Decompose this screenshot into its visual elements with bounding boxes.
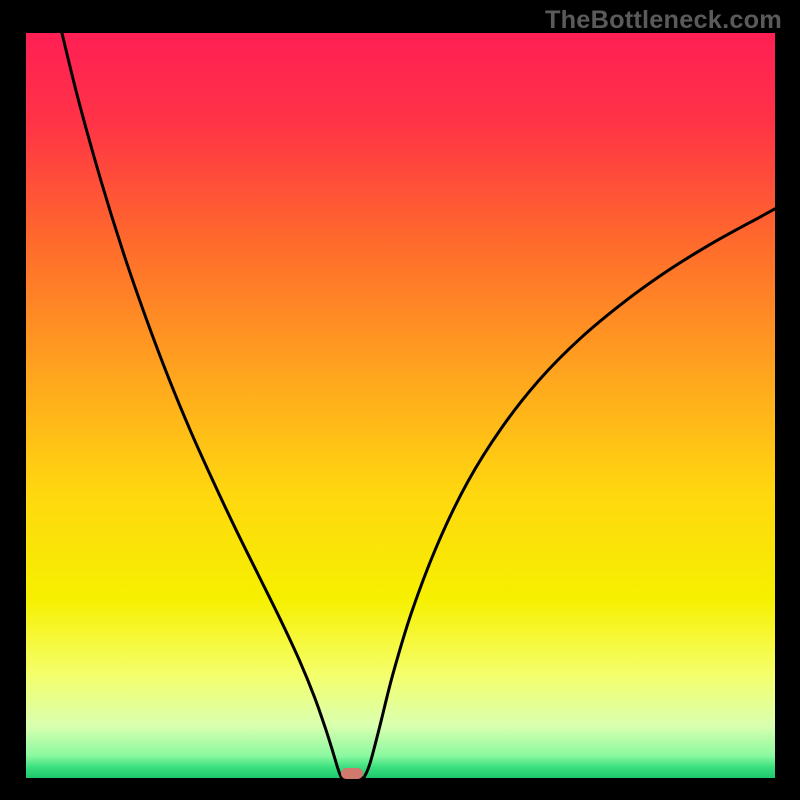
bottleneck-marker [341,768,363,780]
curve-layer [26,33,775,778]
watermark-text: TheBottleneck.com [545,6,782,35]
bottleneck-curve [62,33,775,778]
figure-canvas: TheBottleneck.com [0,0,800,800]
plot-area [26,33,775,778]
